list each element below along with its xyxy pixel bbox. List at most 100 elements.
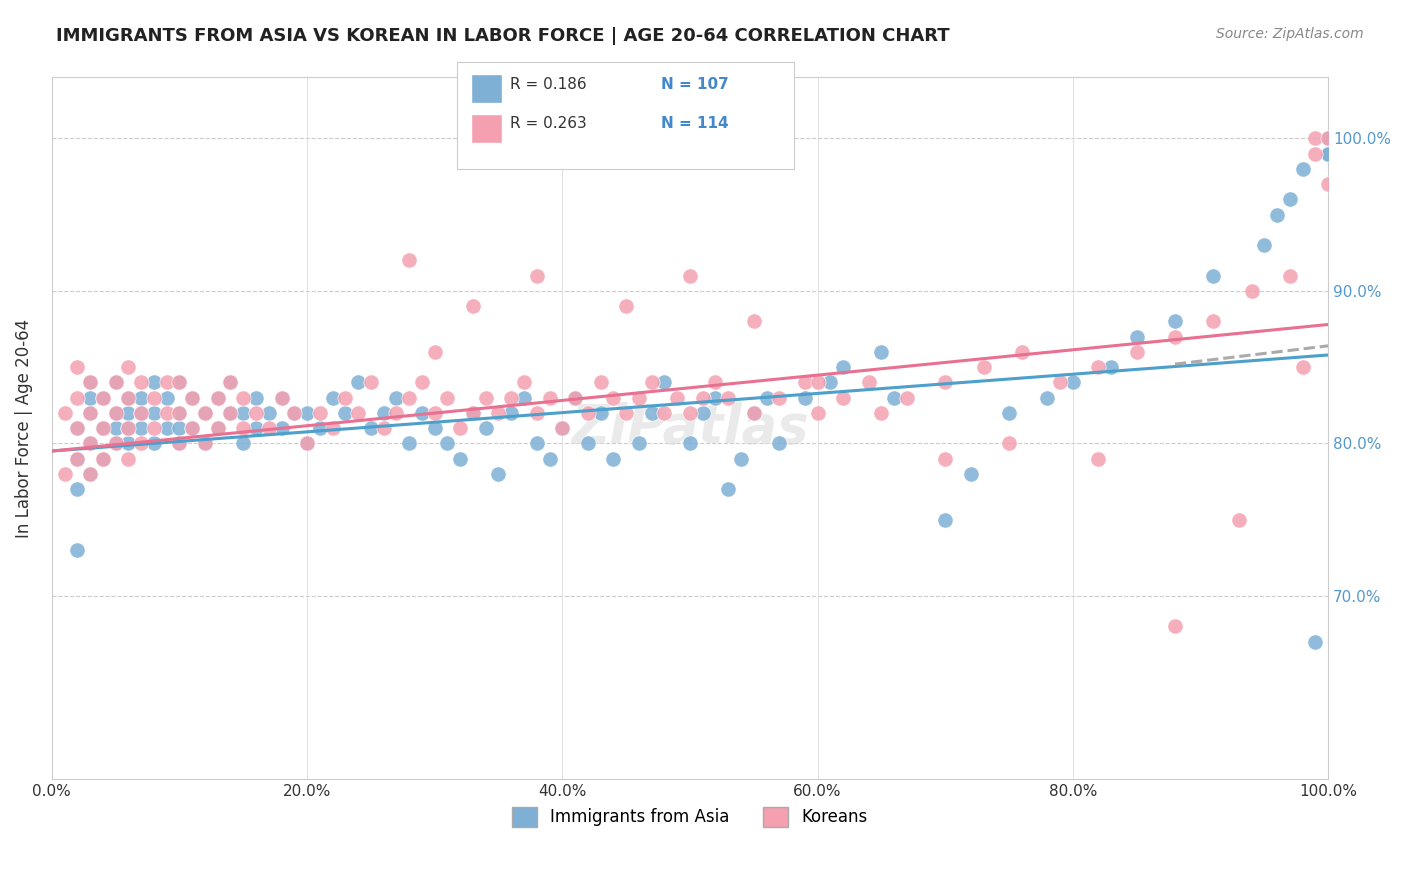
Point (66, 482, 89, 496)
Point (232, 406, 254, 420)
Point (142, 376, 165, 390)
Point (156, 391, 179, 405)
Point (1202, 268, 1225, 283)
Point (283, 406, 305, 420)
Point (564, 391, 586, 405)
Point (934, 513, 956, 527)
Point (104, 406, 127, 420)
Point (654, 376, 676, 390)
Point (1305, 146, 1327, 161)
Text: R = 0.263: R = 0.263 (510, 116, 588, 130)
Point (219, 376, 242, 390)
Point (322, 421, 344, 435)
Point (194, 406, 217, 420)
Point (169, 406, 191, 420)
Point (423, 345, 446, 359)
Point (526, 268, 548, 283)
Point (117, 451, 139, 466)
Point (423, 406, 446, 420)
Point (1164, 619, 1187, 633)
Point (1278, 268, 1301, 283)
Point (335, 406, 357, 420)
Point (768, 391, 790, 405)
Point (461, 406, 484, 420)
Point (1317, 146, 1340, 161)
Point (870, 345, 893, 359)
Point (66, 451, 89, 466)
Point (679, 436, 702, 450)
Legend: Immigrants from Asia, Koreans: Immigrants from Asia, Koreans (506, 800, 875, 834)
Point (79, 406, 101, 420)
Point (1240, 284, 1263, 298)
Point (66, 421, 89, 435)
Point (640, 406, 662, 420)
Point (91, 391, 114, 405)
Point (589, 376, 612, 390)
Point (181, 421, 204, 435)
Point (308, 406, 330, 420)
Point (1087, 451, 1109, 466)
Point (449, 421, 471, 435)
Point (1087, 360, 1109, 375)
Point (360, 421, 382, 435)
Point (194, 436, 217, 450)
Point (1062, 376, 1084, 390)
Point (755, 391, 778, 405)
Point (257, 421, 280, 435)
Point (53, 467, 76, 481)
Point (91, 451, 114, 466)
Point (207, 421, 229, 435)
Point (117, 391, 139, 405)
Point (1317, 131, 1340, 145)
Point (602, 451, 624, 466)
Point (181, 421, 204, 435)
Point (436, 391, 458, 405)
Point (207, 391, 229, 405)
Point (66, 391, 89, 405)
Point (564, 391, 586, 405)
Point (704, 391, 727, 405)
Point (66, 421, 89, 435)
Point (129, 376, 152, 390)
Point (169, 421, 191, 435)
Point (181, 391, 204, 405)
Point (245, 391, 267, 405)
Point (66, 360, 89, 375)
Point (1278, 193, 1301, 207)
Point (335, 391, 357, 405)
Point (207, 421, 229, 435)
Point (858, 376, 880, 390)
Point (742, 406, 765, 420)
Point (142, 436, 165, 450)
Point (704, 376, 727, 390)
Point (870, 406, 893, 420)
Point (474, 391, 496, 405)
Point (360, 376, 382, 390)
Point (449, 451, 471, 466)
Point (436, 436, 458, 450)
Point (129, 406, 152, 420)
Point (156, 376, 179, 390)
Point (1291, 161, 1313, 176)
Point (614, 406, 637, 420)
Point (1049, 376, 1071, 390)
Y-axis label: In Labor Force | Age 20-64: In Labor Force | Age 20-64 (15, 318, 32, 538)
Point (232, 421, 254, 435)
Text: ZiPatlas: ZiPatlas (571, 402, 808, 454)
Point (640, 376, 662, 390)
Point (896, 391, 918, 405)
Point (614, 299, 637, 313)
Point (934, 451, 956, 466)
Point (104, 436, 127, 450)
Point (373, 421, 395, 435)
Point (934, 376, 956, 390)
Point (129, 391, 152, 405)
Point (576, 406, 599, 420)
Point (730, 451, 752, 466)
Point (793, 376, 815, 390)
Point (79, 436, 101, 450)
Point (245, 406, 267, 420)
Point (219, 376, 242, 390)
Point (295, 406, 318, 420)
Point (104, 436, 127, 450)
